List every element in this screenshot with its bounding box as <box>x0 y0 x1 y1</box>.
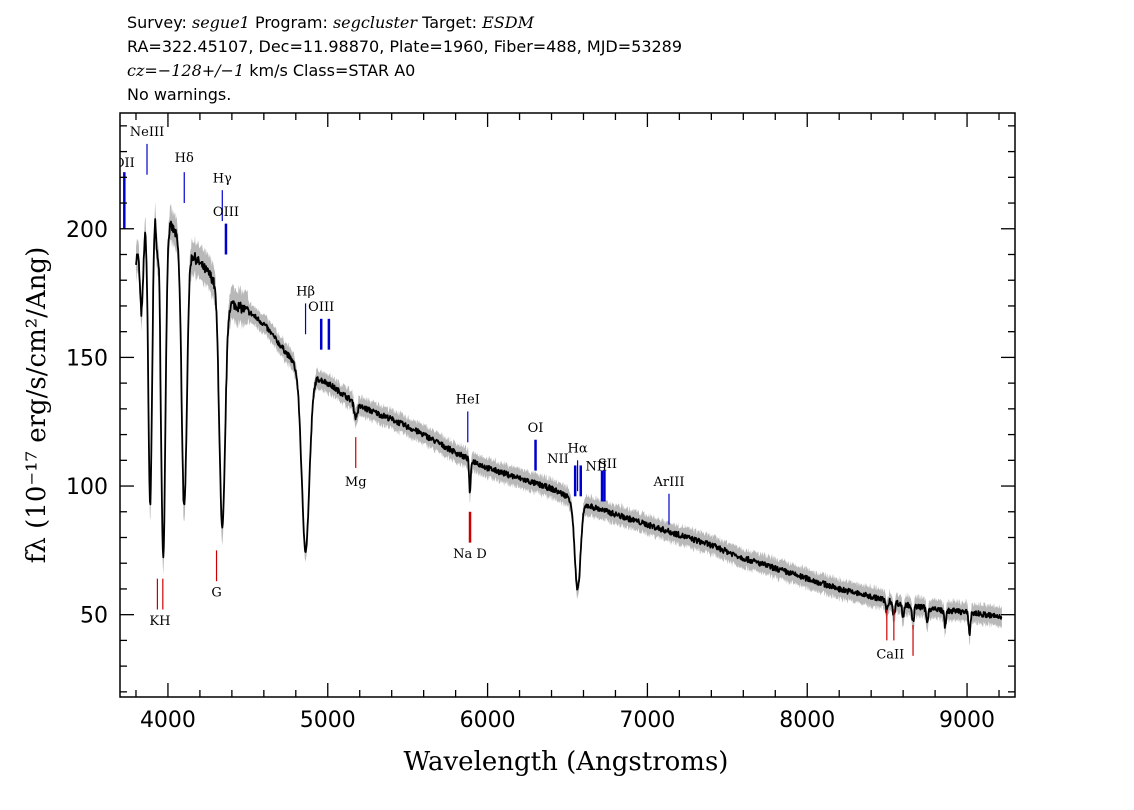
line-label-9: NII <box>547 452 569 467</box>
header-line-redshift: cz=−128+/−1 km/s Class=STAR A0 <box>127 61 415 81</box>
line-labels: OIINeIIIHδHγOIIIHβOIIIHeIOINIIHαNIISIIAr… <box>114 125 904 662</box>
survey-label: Survey: <box>127 13 187 32</box>
x-tick-label-8000: 8000 <box>779 708 835 733</box>
x-axis-label: Wavelength (Angstroms) <box>404 747 729 777</box>
error-band <box>136 201 1002 646</box>
line-label-2: Hδ <box>175 151 194 166</box>
line-label-10: Hα <box>568 442 588 457</box>
x-tick-label-6000: 6000 <box>460 708 516 733</box>
header-line-survey: Survey: segue1 Program: segcluster Targe… <box>127 13 534 33</box>
x-tick-label-7000: 7000 <box>619 708 675 733</box>
error-band-area <box>136 201 1002 646</box>
line-label-4: OIII <box>213 205 239 220</box>
header-line-warnings: No warnings. <box>127 85 232 104</box>
y-tick-label-100: 100 <box>66 475 108 500</box>
program-label: Program: <box>254 13 328 32</box>
plot-border <box>119 112 1016 698</box>
x-tick-label-5000: 5000 <box>300 708 356 733</box>
cz-label: cz= <box>127 61 158 80</box>
target-value: ESDM <box>482 13 534 32</box>
y-tick-label-50: 50 <box>80 604 108 629</box>
line-label-1: NeIII <box>130 125 164 140</box>
survey-value: segue1 <box>191 13 250 32</box>
line-markers <box>123 143 914 656</box>
program-value: segcluster <box>332 13 418 32</box>
line-label-18: CaII <box>876 647 904 662</box>
line-label-16: G <box>211 586 221 601</box>
spectrum-line <box>135 218 1003 636</box>
y-axis-label: fλ (10⁻¹⁷ erg/s/cm²/Ang) <box>22 247 52 563</box>
line-label-0: OII <box>114 156 135 171</box>
line-label-7: HeI <box>456 393 480 408</box>
plot-frame <box>119 112 1016 698</box>
cz-value: −128+/−1 <box>157 61 245 80</box>
axis-ticks: 4000 5000 6000 7000 8000 9000 50 100 150 200 <box>66 113 1015 733</box>
line-label-15: Na D <box>453 547 487 562</box>
line-label-3: Hγ <box>213 171 232 186</box>
header-line-coords: RA=322.45107, Dec=11.98870, Plate=1960, … <box>127 37 683 56</box>
line-label-17: KH <box>149 614 170 629</box>
x-tick-label-9000: 9000 <box>939 708 995 733</box>
target-label: Target: <box>422 13 477 32</box>
spectrum-series <box>135 218 1003 636</box>
line-label-11: NII <box>585 460 607 475</box>
line-label-14: Mg <box>345 475 367 490</box>
line-label-12: SII <box>598 457 617 472</box>
line-label-5: Hβ <box>296 285 315 300</box>
x-tick-label-4000: 4000 <box>140 708 196 733</box>
line-label-13: ArIII <box>652 475 684 490</box>
class-text: km/s Class=STAR A0 <box>244 61 416 80</box>
y-tick-label-150: 150 <box>66 346 108 371</box>
line-label-8: OI <box>528 421 544 436</box>
y-tick-label-200: 200 <box>66 218 108 243</box>
line-label-6: OIII <box>308 300 334 315</box>
